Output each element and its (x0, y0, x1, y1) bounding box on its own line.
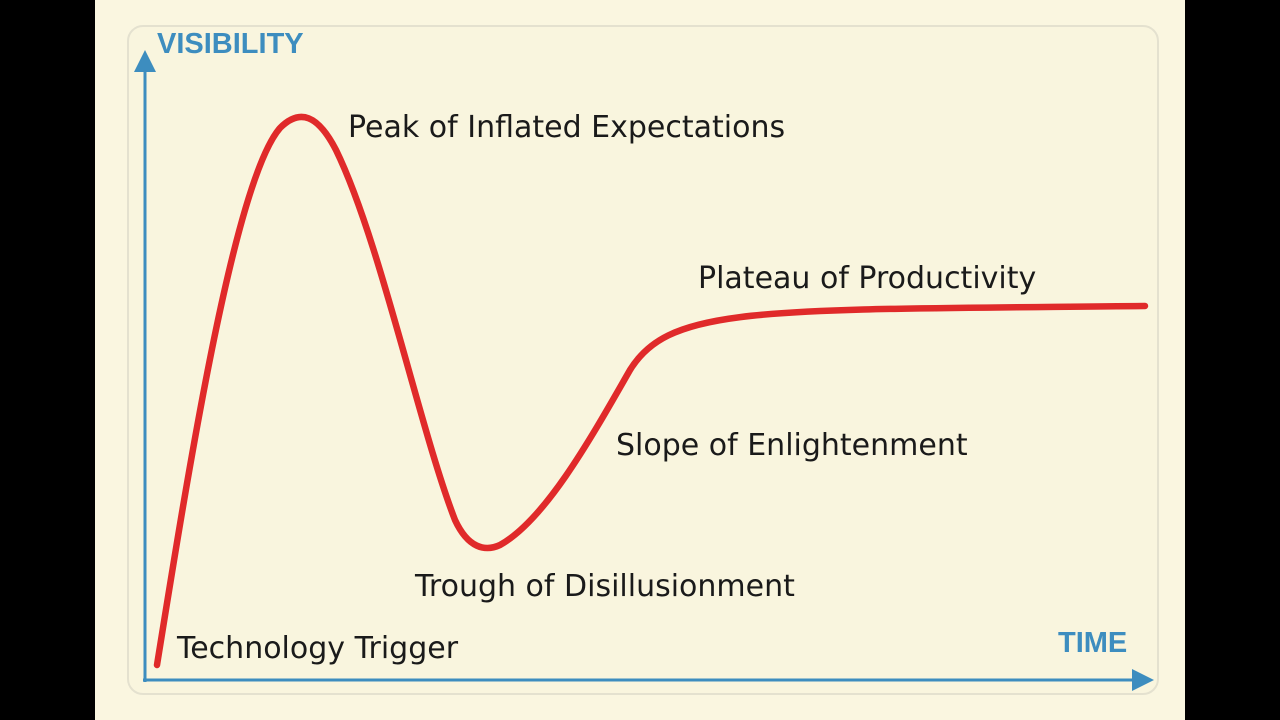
x-axis-arrowhead (1132, 669, 1154, 691)
label-slope-of-enlightenment: Slope of Enlightenment (616, 428, 968, 463)
y-axis-label: VISIBILITY (157, 28, 304, 60)
x-axis-label: TIME (1058, 627, 1127, 659)
y-axis-arrowhead (134, 50, 156, 72)
label-peak-of-inflated-expectations: Peak of Inflated Expectations (348, 110, 785, 145)
label-plateau-of-productivity: Plateau of Productivity (698, 261, 1036, 296)
diagram-panel (127, 25, 1159, 695)
hype-curve (153, 113, 1149, 669)
label-trough-of-disillusionment: Trough of Disillusionment (414, 569, 795, 604)
label-technology-trigger: Technology Trigger (176, 631, 459, 666)
